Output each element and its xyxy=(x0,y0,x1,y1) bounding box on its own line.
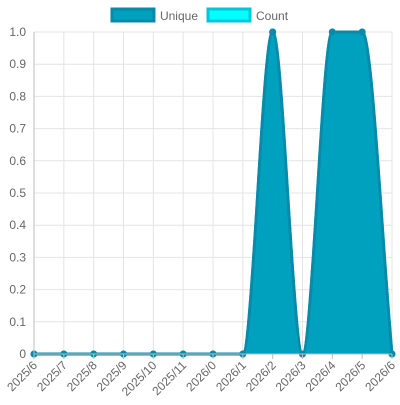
x-tick-label: 2025/6 xyxy=(4,358,40,394)
x-tick-label: 2026/1 xyxy=(213,358,249,394)
y-tick-label: 0.5 xyxy=(9,186,26,200)
axes xyxy=(33,32,393,359)
data-point-unique[interactable] xyxy=(358,28,366,36)
legend-item-unique[interactable]: Unique xyxy=(110,7,198,23)
x-tick-label: 2026/2 xyxy=(243,358,279,394)
legend-item-count[interactable]: Count xyxy=(206,7,289,23)
y-tick-label: 0.6 xyxy=(9,154,26,168)
y-tick-label: 0.9 xyxy=(9,57,26,71)
x-tick-label: 2025/7 xyxy=(34,358,70,394)
x-tick-label: 2025/8 xyxy=(64,358,100,394)
y-tick-label: 0.3 xyxy=(9,250,26,264)
x-tick-label: 2026/6 xyxy=(362,358,398,394)
data-point-unique[interactable] xyxy=(269,28,277,36)
legend-swatch-unique xyxy=(110,7,156,23)
legend-swatch-count xyxy=(206,7,252,23)
legend-label-count: Count xyxy=(256,9,289,23)
data-point-unique[interactable] xyxy=(328,28,336,36)
series-area-unique xyxy=(34,32,392,354)
y-tick-label: 0.1 xyxy=(9,315,26,329)
y-tick-label: 0 xyxy=(19,347,26,361)
legend[interactable]: Unique Count xyxy=(110,7,289,23)
x-tick-label: 2026/0 xyxy=(183,358,219,394)
y-tick-label: 0.8 xyxy=(9,89,26,103)
y-tick-label: 0.7 xyxy=(9,122,26,136)
series-areas xyxy=(34,32,392,354)
y-tick-labels: 0 0.1 0.2 0.3 0.4 0.5 0.6 0.7 0.8 0.9 1.0 xyxy=(9,25,26,361)
y-tick-label: 0.2 xyxy=(9,283,26,297)
legend-label-unique: Unique xyxy=(160,9,198,23)
x-tick-label: 2026/5 xyxy=(332,358,368,394)
y-tick-label: 0.4 xyxy=(9,218,26,232)
x-tick-label: 2026/3 xyxy=(273,358,309,394)
y-tick-label: 1.0 xyxy=(9,25,26,39)
x-tick-labels: 2025/62025/72025/82025/92025/102025/1120… xyxy=(4,358,398,399)
x-tick-label: 2026/4 xyxy=(303,358,339,394)
